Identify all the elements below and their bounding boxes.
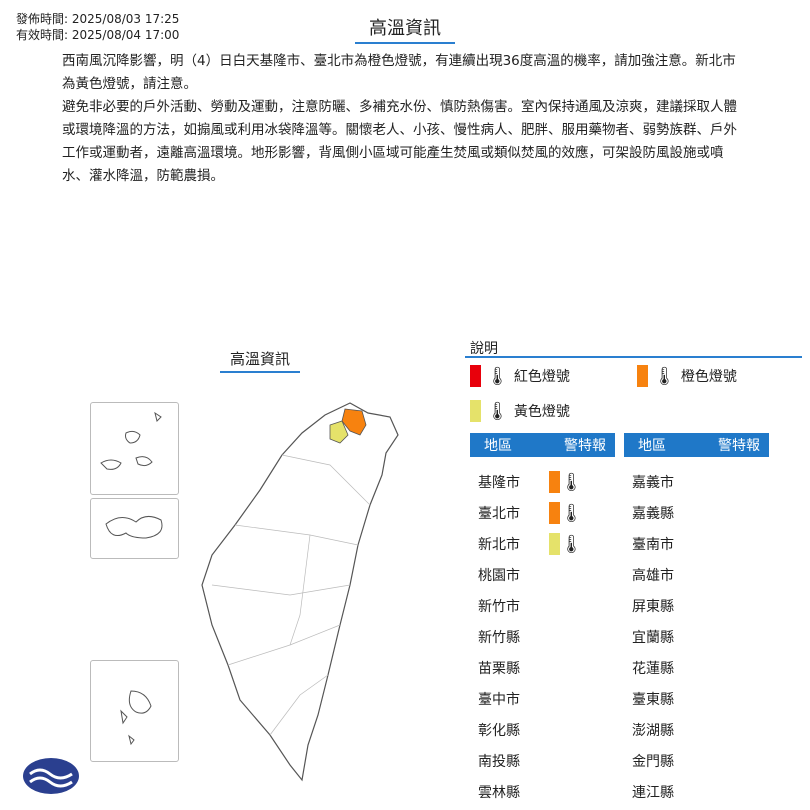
thermometer-icon: 🌡 [560, 502, 583, 524]
legend-red: 🌡 紅色燈號 [470, 365, 570, 387]
region-name: 花蓮縣 [632, 661, 674, 677]
region-name: 雲林縣 [478, 785, 520, 801]
table-row: 雲林縣 [478, 780, 549, 804]
legend-divider [465, 356, 802, 358]
warning-swatch [549, 502, 560, 524]
table-row: 彰化縣 [478, 718, 549, 742]
region-name: 臺北市 [478, 506, 520, 522]
region-name: 高雄市 [632, 568, 674, 584]
valid-time: 有效時間: 2025/08/04 17:00 [16, 28, 180, 42]
warning-swatch [549, 471, 560, 493]
region-name: 新竹市 [478, 599, 520, 615]
table-header-left: 地區 警特報 [470, 433, 615, 457]
region-name: 桃園市 [478, 568, 520, 584]
region-name: 宜蘭縣 [632, 630, 674, 646]
region-name: 南投縣 [478, 754, 520, 770]
legend-yellow: 🌡 黃色燈號 [470, 400, 570, 422]
description: 西南風沉降影響，明（4）日白天基隆市、臺北市為橙色燈號，有連續出現36度高溫的機… [62, 50, 742, 188]
legend-orange: 🌡 橙色燈號 [637, 365, 737, 387]
warning-swatch [549, 533, 560, 555]
inset-penghu [90, 660, 179, 762]
thermometer-icon: 🌡 [653, 365, 676, 387]
inset-kinmen [90, 498, 179, 559]
inset-kinmen-matsu [90, 402, 179, 495]
table-row: 新北市 🌡 [478, 532, 583, 556]
region-name: 新竹縣 [478, 630, 520, 646]
description-para-1: 西南風沉降影響，明（4）日白天基隆市、臺北市為橙色燈號，有連續出現36度高溫的機… [62, 53, 736, 92]
thermometer-icon: 🌡 [486, 365, 509, 387]
region-name: 金門縣 [632, 754, 674, 770]
table-header-right: 地區 警特報 [624, 433, 769, 457]
region-name: 彰化縣 [478, 723, 520, 739]
thermometer-icon: 🌡 [560, 533, 583, 555]
table-row: 高雄市 [632, 563, 703, 587]
map-title: 高溫資訊 [220, 348, 300, 373]
region-name: 臺南市 [632, 537, 674, 553]
table-row: 金門縣 [632, 749, 703, 773]
region-name: 臺東縣 [632, 692, 674, 708]
region-name: 嘉義縣 [632, 506, 674, 522]
region-new-taipei [329, 420, 349, 444]
table-row: 新竹市 [478, 594, 549, 618]
taiwan-outline [201, 402, 399, 782]
table-row: 臺中市 [478, 687, 549, 711]
region-name: 苗栗縣 [478, 661, 520, 677]
region-name: 澎湖縣 [632, 723, 674, 739]
table-row: 臺南市 [632, 532, 703, 556]
table-row: 嘉義市 [632, 470, 703, 494]
region-name: 臺中市 [478, 692, 520, 708]
region-name: 基隆市 [478, 475, 520, 491]
thermometer-icon: 🌡 [486, 400, 509, 422]
table-row: 桃園市 [478, 563, 549, 587]
taiwan-map [201, 402, 399, 782]
region-name: 屏東縣 [632, 599, 674, 615]
table-row: 臺北市 🌡 [478, 501, 583, 525]
table-row: 新竹縣 [478, 625, 549, 649]
description-para-2: 避免非必要的戶外活動、勞動及運動，注意防曬、多補充水份、慎防熱傷害。室內保持通風… [62, 99, 737, 184]
table-row: 連江縣 [632, 780, 703, 804]
region-name: 連江縣 [632, 785, 674, 801]
table-row: 宜蘭縣 [632, 625, 703, 649]
region-name: 嘉義市 [632, 475, 674, 491]
table-row: 基隆市 🌡 [478, 470, 583, 494]
table-row: 屏東縣 [632, 594, 703, 618]
table-row: 嘉義縣 [632, 501, 703, 525]
page-title: 高溫資訊 [355, 14, 455, 44]
cwa-logo [23, 758, 79, 794]
thermometer-icon: 🌡 [560, 471, 583, 493]
table-row: 花蓮縣 [632, 656, 703, 680]
region-name: 新北市 [478, 537, 520, 553]
issued-time: 發佈時間: 2025/08/03 17:25 [16, 12, 180, 26]
table-row: 南投縣 [478, 749, 549, 773]
table-row: 苗栗縣 [478, 656, 549, 680]
table-row: 澎湖縣 [632, 718, 703, 742]
legend-title: 說明 [470, 341, 498, 357]
table-row: 臺東縣 [632, 687, 703, 711]
